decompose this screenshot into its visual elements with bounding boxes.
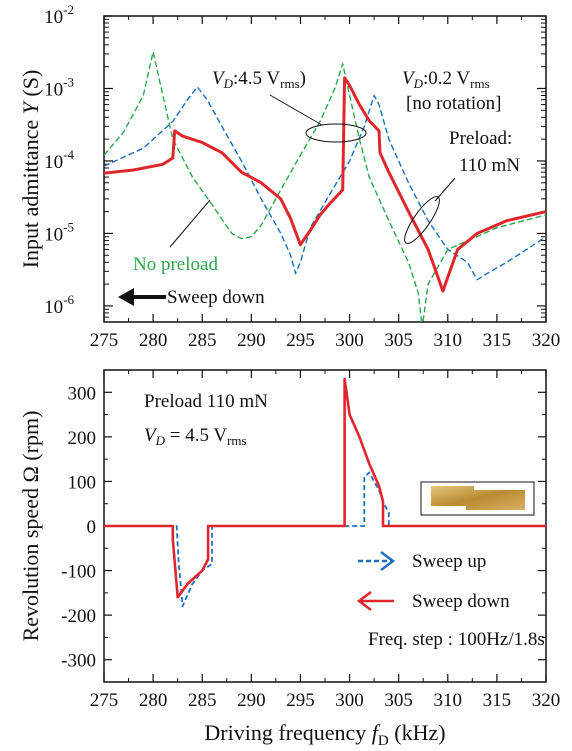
top-y-ticks: 10-2 10-3 10-4 10-5 10-6 [44, 2, 546, 323]
top-series [104, 51, 546, 322]
no-rotation-annotation: [no rotation] [406, 93, 502, 114]
top-x-tick-label: 320 [532, 330, 561, 351]
top-y-tick-label: 10-3 [44, 74, 74, 100]
preload-ellipse [404, 196, 440, 244]
bottom-x-tick-label: 305 [384, 690, 413, 711]
top-x-tick-label: 275 [90, 330, 119, 351]
bottom-y-ticks: 300 200 100 0 -100 -200 -300 [61, 383, 546, 672]
top-series-no-preload-line [104, 51, 546, 322]
bottom-x-tick-label: 290 [237, 690, 266, 711]
bottom-panel: 275 280 285 290 295 300 305 310 315 320 300 200 100… [18, 369, 561, 749]
bottom-y-tick-label: 0 [87, 517, 97, 538]
top-x-tick-label: 300 [335, 330, 364, 351]
legend-sweep-up-label: Sweep up [412, 551, 486, 572]
bottom-x-tick-label: 295 [286, 690, 315, 711]
top-x-tick-label: 290 [237, 330, 266, 351]
top-x-tick-label: 310 [434, 330, 463, 351]
top-x-tick-label: 315 [483, 330, 512, 351]
bottom-x-tick-label: 300 [335, 690, 364, 711]
top-x-tick-label: 305 [384, 330, 413, 351]
bottom-x-tick-label: 315 [483, 690, 512, 711]
vd-low-annotation: VD:0.2 Vrms [402, 68, 490, 91]
bottom-x-tick-label: 275 [90, 690, 119, 711]
top-x-tick-label: 285 [188, 330, 217, 351]
freq-step-label: Freq. step : 100Hz/1.8s [368, 629, 545, 650]
vd-high-ellipse [305, 123, 367, 143]
bottom-y-tick-label: -100 [61, 562, 96, 583]
x-axis-title: Driving frequency fD (kHz) [204, 720, 445, 749]
sweep-down-annotation: Sweep down [167, 287, 265, 308]
bottom-x-tick-label: 320 [532, 690, 561, 711]
vd-high-leader [269, 94, 323, 126]
top-x-tick-label: 280 [139, 330, 168, 351]
bottom-x-tick-label: 280 [139, 690, 168, 711]
top-panel: 275 280 285 290 295 300 305 310 315 320 10-210-31… [18, 2, 560, 351]
rotor-inset-icon [420, 481, 535, 516]
top-y-tick-label: 10-4 [44, 147, 74, 173]
sweep-down-arrow-icon [118, 288, 166, 306]
bottom-y-axis-title: Revolution speed Ω (rpm) [18, 411, 43, 642]
no-preload-leader [169, 199, 211, 248]
bottom-series-sweep-down-line [104, 377, 546, 599]
legend-sweep-down-icon [356, 591, 394, 611]
top-y-tick-label: 10-2 [44, 2, 74, 28]
bottom-y-tick-label: -300 [61, 651, 96, 672]
vd-label: VD = 4.5 Vrms [144, 425, 247, 448]
no-preload-annotation: No preload [133, 254, 218, 275]
bottom-x-ticks: 275 280 285 290 295 300 305 310 315 320 [90, 370, 561, 711]
legend-sweep-down-label: Sweep down [412, 591, 510, 612]
bottom-y-tick-label: 100 [68, 472, 97, 493]
bottom-y-tick-label: -200 [61, 606, 96, 627]
vd-high-annotation: VD:4.5 Vrms) [212, 68, 306, 91]
top-y-tick-label: 10-5 [44, 219, 74, 245]
bottom-series-sweep-up-line [104, 471, 546, 608]
bottom-y-tick-label: 300 [68, 383, 97, 404]
top-x-ticks: 275 280 285 290 295 300 305 310 315 320 [90, 16, 561, 351]
top-y-axis-title: Input admittance Y (S) [18, 70, 43, 269]
top-x-tick-label: 295 [286, 330, 315, 351]
preload-annotation-line1: Preload: [449, 128, 512, 149]
legend-sweep-up-icon [358, 551, 396, 571]
top-y-tick-label: 10-6 [44, 292, 74, 318]
bottom-series [104, 377, 546, 608]
top-series-preload-0.2v-line [104, 86, 546, 281]
bottom-x-tick-label: 285 [188, 690, 217, 711]
preload-annotation-line2: 110 mN [459, 155, 520, 176]
bottom-x-tick-label: 310 [434, 690, 463, 711]
preload-label: Preload 110 mN [144, 391, 268, 412]
top-series-preload-4.5v-line [104, 76, 546, 293]
bottom-y-tick-label: 200 [68, 428, 97, 449]
